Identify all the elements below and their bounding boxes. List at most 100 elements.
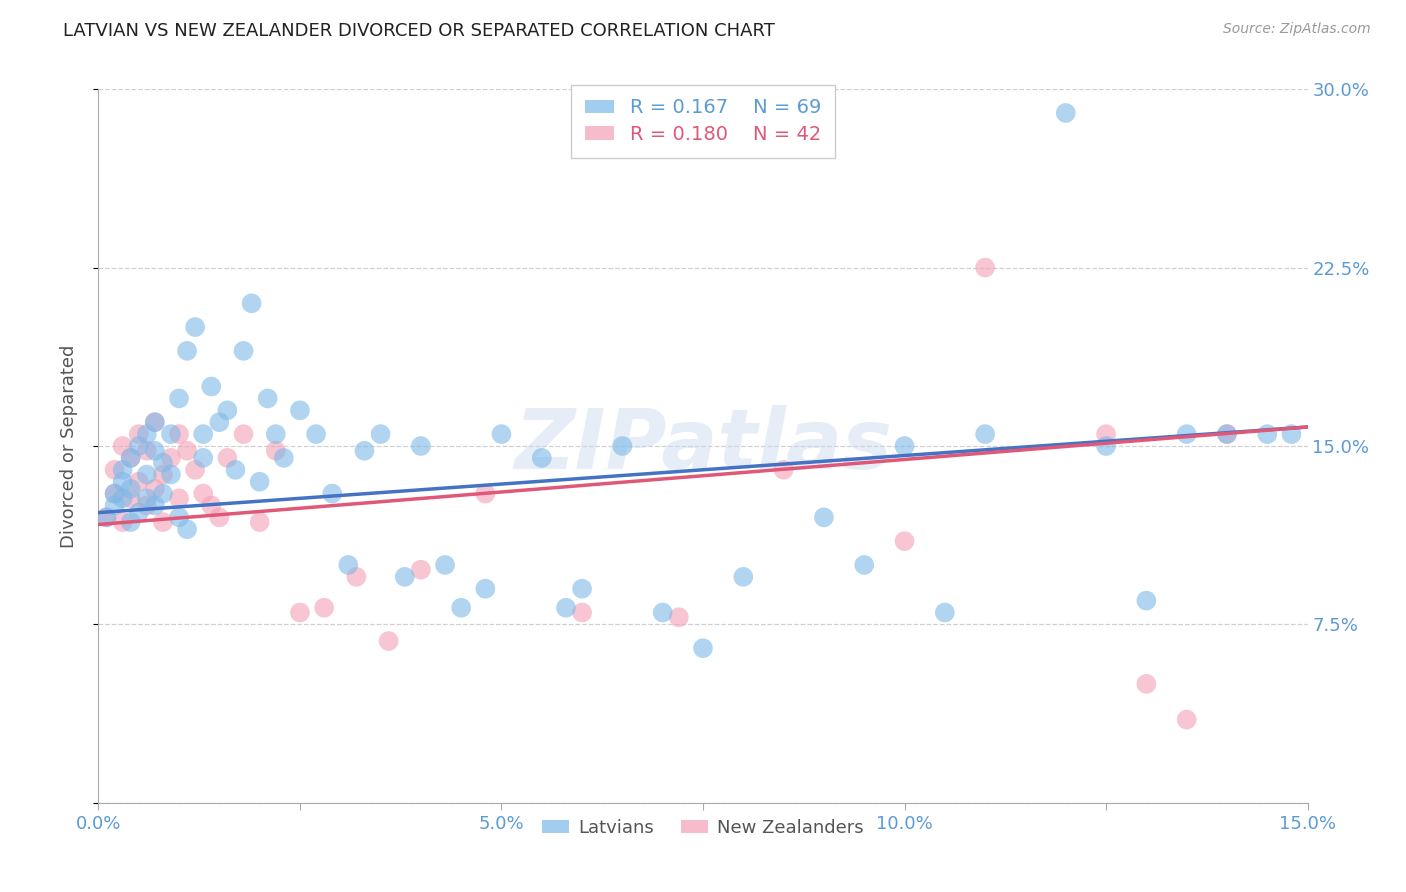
Point xyxy=(370,427,392,442)
Point xyxy=(692,641,714,656)
Point xyxy=(208,510,231,524)
Point xyxy=(1054,106,1077,120)
Point xyxy=(176,443,198,458)
Point xyxy=(120,515,142,529)
Point xyxy=(152,467,174,482)
Point xyxy=(232,427,254,442)
Point xyxy=(111,439,134,453)
Point xyxy=(337,558,360,572)
Point xyxy=(128,475,150,489)
Point xyxy=(273,450,295,465)
Point xyxy=(733,570,755,584)
Point xyxy=(409,439,432,453)
Point xyxy=(217,450,239,465)
Point xyxy=(1095,427,1118,442)
Point xyxy=(394,570,416,584)
Point xyxy=(240,296,263,310)
Point xyxy=(1256,427,1278,442)
Point xyxy=(184,463,207,477)
Point xyxy=(288,403,311,417)
Legend: Latvians, New Zealanders: Latvians, New Zealanders xyxy=(534,812,872,844)
Point xyxy=(193,486,215,500)
Point xyxy=(120,450,142,465)
Point xyxy=(571,582,593,596)
Point xyxy=(314,600,336,615)
Point xyxy=(103,499,125,513)
Point xyxy=(474,486,496,500)
Point xyxy=(128,439,150,453)
Y-axis label: Divorced or Separated: Divorced or Separated xyxy=(59,344,77,548)
Point xyxy=(120,450,142,465)
Point xyxy=(288,606,311,620)
Point xyxy=(143,443,166,458)
Point xyxy=(934,606,956,620)
Point xyxy=(651,606,673,620)
Point xyxy=(893,534,915,549)
Point xyxy=(1281,427,1303,442)
Point xyxy=(434,558,457,572)
Point xyxy=(305,427,328,442)
Point xyxy=(474,582,496,596)
Point xyxy=(224,463,246,477)
Point xyxy=(772,463,794,477)
Point xyxy=(167,510,190,524)
Point xyxy=(167,427,190,442)
Point xyxy=(160,467,183,482)
Point xyxy=(1095,439,1118,453)
Point xyxy=(200,499,222,513)
Point xyxy=(571,606,593,620)
Point xyxy=(232,343,254,358)
Point xyxy=(200,379,222,393)
Point xyxy=(152,456,174,470)
Point xyxy=(143,415,166,429)
Point xyxy=(111,463,134,477)
Point xyxy=(321,486,343,500)
Point xyxy=(1216,427,1239,442)
Point xyxy=(1135,593,1157,607)
Point xyxy=(103,486,125,500)
Point xyxy=(450,600,472,615)
Point xyxy=(111,491,134,506)
Point xyxy=(344,570,367,584)
Point xyxy=(256,392,278,406)
Point xyxy=(813,510,835,524)
Point xyxy=(1175,427,1198,442)
Point xyxy=(264,427,287,442)
Point xyxy=(409,563,432,577)
Text: ZIPatlas: ZIPatlas xyxy=(515,406,891,486)
Point xyxy=(120,491,142,506)
Point xyxy=(217,403,239,417)
Point xyxy=(135,427,157,442)
Point xyxy=(853,558,876,572)
Point xyxy=(353,443,375,458)
Point xyxy=(612,439,634,453)
Point xyxy=(128,506,150,520)
Point xyxy=(249,515,271,529)
Point xyxy=(96,510,118,524)
Point xyxy=(1216,427,1239,442)
Point xyxy=(1175,713,1198,727)
Point xyxy=(167,392,190,406)
Point xyxy=(491,427,513,442)
Point xyxy=(555,600,578,615)
Point xyxy=(135,499,157,513)
Text: Source: ZipAtlas.com: Source: ZipAtlas.com xyxy=(1223,22,1371,37)
Point xyxy=(143,415,166,429)
Point xyxy=(193,450,215,465)
Point xyxy=(668,610,690,624)
Point xyxy=(249,475,271,489)
Point xyxy=(143,499,166,513)
Point xyxy=(103,463,125,477)
Point xyxy=(96,510,118,524)
Point xyxy=(974,427,997,442)
Point xyxy=(111,475,134,489)
Point xyxy=(184,320,207,334)
Point xyxy=(176,343,198,358)
Point xyxy=(135,491,157,506)
Point xyxy=(160,450,183,465)
Point xyxy=(135,443,157,458)
Point xyxy=(176,522,198,536)
Point xyxy=(530,450,553,465)
Point xyxy=(152,486,174,500)
Point xyxy=(152,515,174,529)
